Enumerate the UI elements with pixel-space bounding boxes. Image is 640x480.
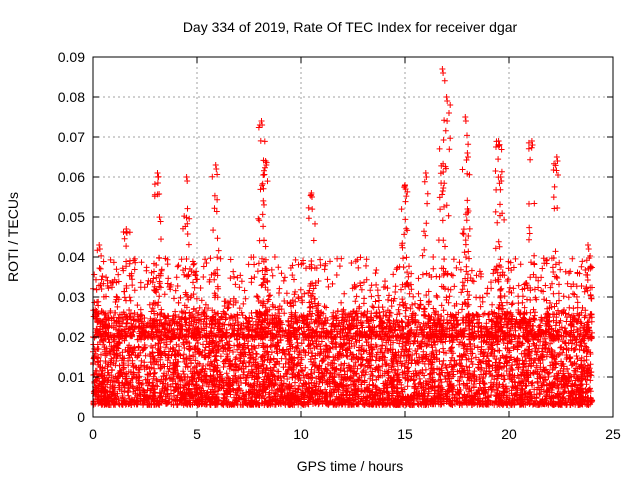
x-axis-label: GPS time / hours [297, 458, 404, 474]
x-tick-label: 0 [89, 426, 97, 442]
chart-title: Day 334 of 2019, Rate Of TEC Index for r… [183, 19, 518, 35]
x-tick-label: 25 [605, 426, 621, 442]
y-tick-label: 0 [77, 409, 85, 425]
y-tick-label: 0.01 [58, 369, 85, 385]
x-tick-label: 5 [193, 426, 201, 442]
x-tick-label: 10 [293, 426, 309, 442]
x-tick-label: 20 [501, 426, 517, 442]
x-tick-label: 15 [397, 426, 413, 442]
plot-frame [92, 56, 614, 418]
axis-ticks: 0 0.01 0.02 0.03 0.04 0.05 0.06 0.07 0.08 0.09 0 5 1… [58, 49, 621, 442]
y-axis-label: ROTI / TECUs [5, 192, 21, 282]
y-tick-label: 0.05 [58, 209, 85, 225]
y-tick-label: 0.09 [58, 49, 85, 65]
y-tick-label: 0.08 [58, 89, 85, 105]
y-tick-label: 0.03 [58, 289, 85, 305]
y-tick-label: 0.02 [58, 329, 85, 345]
data-points [90, 66, 596, 408]
y-tick-label: 0.07 [58, 129, 85, 145]
data-point-markers [90, 66, 596, 408]
y-tick-label: 0.04 [58, 249, 85, 265]
y-tick-label: 0.06 [58, 169, 85, 185]
